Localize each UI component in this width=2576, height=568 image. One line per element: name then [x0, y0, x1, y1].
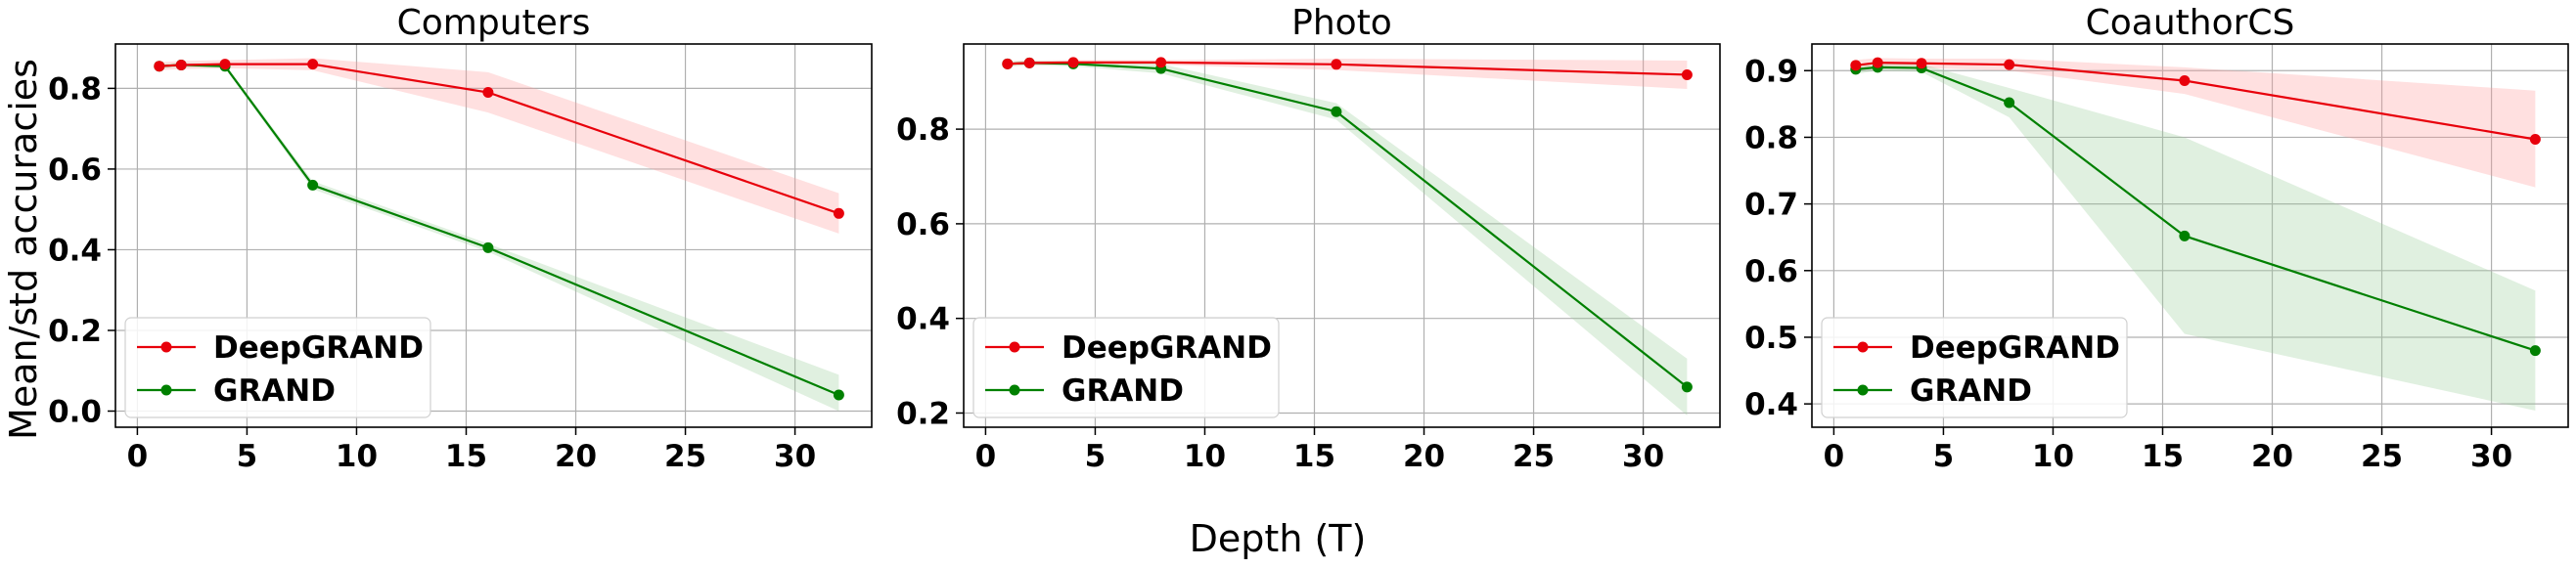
y-tick-label: 0.2	[48, 314, 102, 349]
data-point-deepgrand	[1002, 58, 1014, 69]
y-tick-label: 0.7	[1744, 188, 1798, 223]
data-point-grand	[1331, 106, 1342, 117]
data-point-grand	[307, 179, 319, 191]
data-point-deepgrand	[833, 207, 844, 219]
legend-marker-deepgrand	[1009, 341, 1020, 353]
axes-frame	[1811, 43, 2569, 428]
legend-marker-deepgrand	[160, 341, 172, 353]
data-point-grand	[1681, 381, 1693, 393]
y-tick-label: 0.4	[896, 302, 950, 337]
y-tick-label: 0.8	[1744, 120, 1798, 155]
x-tick-label: 0	[975, 439, 997, 474]
data-point-deepgrand	[307, 59, 319, 70]
data-point-deepgrand	[1916, 58, 1927, 69]
x-tick-label: 5	[237, 439, 258, 474]
data-point-deepgrand	[1681, 68, 1693, 80]
data-point-deepgrand	[2529, 133, 2541, 145]
x-tick-label: 15	[2142, 439, 2184, 474]
x-tick-label: 10	[336, 439, 378, 474]
x-tick-label: 15	[445, 439, 487, 474]
chart-title: Photo	[1291, 3, 1392, 43]
data-point-deepgrand	[1067, 57, 1079, 68]
data-point-deepgrand	[1872, 57, 1883, 68]
legend-marker-deepgrand	[1857, 341, 1869, 353]
data-point-deepgrand	[175, 59, 187, 70]
y-tick-label: 0.6	[1744, 254, 1798, 289]
legend-label-grand: GRAND	[1910, 373, 2032, 409]
data-point-deepgrand	[1331, 59, 1342, 70]
legend: DeepGRAND GRAND	[972, 317, 1280, 418]
data-point-grand	[2004, 97, 2015, 109]
x-tick-label: 5	[1933, 439, 1955, 474]
legend: DeepGRAND GRAND	[1821, 317, 2128, 418]
confidence-band-grand	[1855, 64, 2536, 411]
data-point-deepgrand	[1850, 60, 1862, 71]
confidence-band-deepgrand	[158, 58, 839, 234]
y-tick-label: 0.2	[896, 396, 950, 431]
data-point-grand	[2529, 345, 2541, 357]
legend-label-deepgrand: DeepGRAND	[1062, 330, 1272, 366]
x-tick-label: 30	[2470, 439, 2512, 474]
legend-label-deepgrand: DeepGRAND	[213, 330, 424, 366]
data-point-grand	[482, 241, 494, 253]
data-point-deepgrand	[219, 59, 231, 70]
y-tick-label: 0.4	[48, 233, 102, 268]
axes-frame	[114, 43, 873, 428]
x-tick-label: 15	[1293, 439, 1335, 474]
confidence-band-deepgrand	[1007, 59, 1688, 89]
legend-box	[124, 317, 431, 418]
y-tick-label: 0.4	[1744, 387, 1798, 422]
chart-title: Computers	[397, 3, 591, 43]
x-tick-label: 5	[1085, 439, 1107, 474]
x-tick-label: 0	[1824, 439, 1845, 474]
y-tick-label: 0.6	[896, 207, 950, 242]
x-tick-label: 10	[1184, 439, 1226, 474]
x-tick-label: 25	[664, 439, 706, 474]
data-point-grand	[833, 389, 844, 401]
x-tick-label: 30	[1622, 439, 1664, 474]
y-axis-label: Mean/std accuracies	[2, 59, 45, 440]
data-point-grand	[2179, 230, 2191, 241]
data-point-deepgrand	[482, 87, 494, 99]
y-tick-label: 0.5	[1744, 321, 1798, 356]
y-tick-label: 0.6	[48, 153, 102, 188]
data-point-deepgrand	[1023, 57, 1035, 68]
data-point-deepgrand	[2179, 74, 2191, 86]
y-tick-label: 0.8	[48, 71, 102, 107]
x-tick-label: 20	[1403, 439, 1445, 474]
axes-frame	[963, 43, 1721, 428]
y-tick-label: 0.8	[896, 112, 950, 148]
confidence-band-deepgrand	[1855, 58, 2536, 188]
data-point-deepgrand	[2004, 59, 2015, 70]
data-point-deepgrand	[154, 61, 165, 72]
chart-panel-3: 0 5 10 15 20 25 30 0.4 0.5 0.6 0.7 0.8 0.9 CoauthorCS…	[1744, 3, 2569, 474]
chart-panel-2: 0 5 10 15 20 25 30 0.2 0.4 0.6 0.8 Photo DeepGRAND GR…	[896, 3, 1721, 474]
x-tick-label: 20	[2251, 439, 2293, 474]
x-tick-label: 25	[2361, 439, 2403, 474]
x-tick-label: 10	[2032, 439, 2074, 474]
x-axis-label: Depth (T)	[1190, 517, 1367, 560]
legend-box	[972, 317, 1280, 418]
data-point-deepgrand	[1155, 57, 1167, 68]
y-tick-label: 0.9	[1744, 54, 1798, 89]
y-tick-label: 0.0	[48, 394, 102, 429]
legend-box	[1821, 317, 2128, 418]
legend-label-grand: GRAND	[213, 373, 336, 409]
x-tick-label: 30	[774, 439, 816, 474]
legend-marker-grand	[1857, 384, 1869, 396]
chart-title: CoauthorCS	[2086, 3, 2295, 43]
chart-panel-1: 0 5 10 15 20 25 30 0.0 0.2 0.4 0.6 0.8 Computers Deep…	[48, 3, 873, 474]
x-tick-label: 0	[127, 439, 149, 474]
legend-marker-grand	[1009, 384, 1020, 396]
x-tick-label: 20	[555, 439, 597, 474]
legend: DeepGRAND GRAND	[124, 317, 431, 418]
legend-label-deepgrand: DeepGRAND	[1910, 330, 2120, 366]
legend-marker-grand	[160, 384, 172, 396]
legend-label-grand: GRAND	[1062, 373, 1184, 409]
x-tick-label: 25	[1513, 439, 1555, 474]
